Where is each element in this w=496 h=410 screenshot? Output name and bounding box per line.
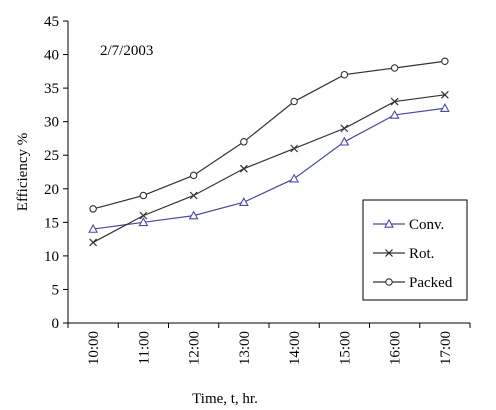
- y-tick-label: 10: [44, 249, 59, 265]
- y-axis-title: Efficiency %: [15, 133, 31, 211]
- y-tick-label: 35: [44, 81, 59, 97]
- y-tick-label: 15: [44, 215, 59, 231]
- y-tick-label: 30: [44, 115, 59, 131]
- x-tick-label: 16:00: [388, 331, 404, 365]
- legend-label: Rot.: [409, 246, 434, 262]
- x-tick-label: 14:00: [287, 331, 303, 365]
- data-point: [340, 138, 348, 145]
- data-point: [190, 172, 196, 178]
- y-tick-label: 40: [44, 48, 59, 64]
- y-tick-label: 25: [44, 148, 59, 164]
- legend-marker: [386, 279, 392, 285]
- data-point: [442, 58, 448, 64]
- data-point: [290, 175, 298, 182]
- legend-label: Conv.: [409, 217, 444, 233]
- data-point: [241, 139, 247, 145]
- y-tick-label: 20: [44, 182, 59, 198]
- data-point: [341, 71, 347, 77]
- data-point: [291, 98, 297, 104]
- legend-label: Packed: [409, 275, 453, 291]
- x-tick-label: 10:00: [86, 331, 102, 365]
- x-tick-label: 17:00: [438, 331, 454, 365]
- x-tick-label: 13:00: [237, 331, 253, 365]
- data-point: [190, 192, 197, 199]
- data-point: [240, 165, 247, 172]
- legend: Conv. Rot. Packed: [363, 200, 467, 300]
- y-tick-label: 0: [52, 316, 60, 332]
- data-point: [291, 145, 298, 152]
- date-annotation: 2/7/2003: [100, 43, 153, 59]
- x-tick-label: 15:00: [337, 331, 353, 365]
- data-point: [391, 65, 397, 71]
- series-packed: [90, 58, 448, 212]
- series-line: [93, 61, 445, 209]
- data-point: [441, 104, 449, 111]
- data-point: [341, 125, 348, 132]
- data-point: [90, 206, 96, 212]
- x-tick-label: 12:00: [187, 331, 203, 365]
- data-point: [240, 198, 248, 205]
- x-tick-label: 11:00: [136, 331, 152, 365]
- y-tick-label: 5: [52, 282, 60, 298]
- data-point: [90, 239, 97, 246]
- data-point: [140, 192, 146, 198]
- y-tick-label: 45: [44, 14, 59, 30]
- x-axis-title: Time, t, hr.: [192, 391, 258, 407]
